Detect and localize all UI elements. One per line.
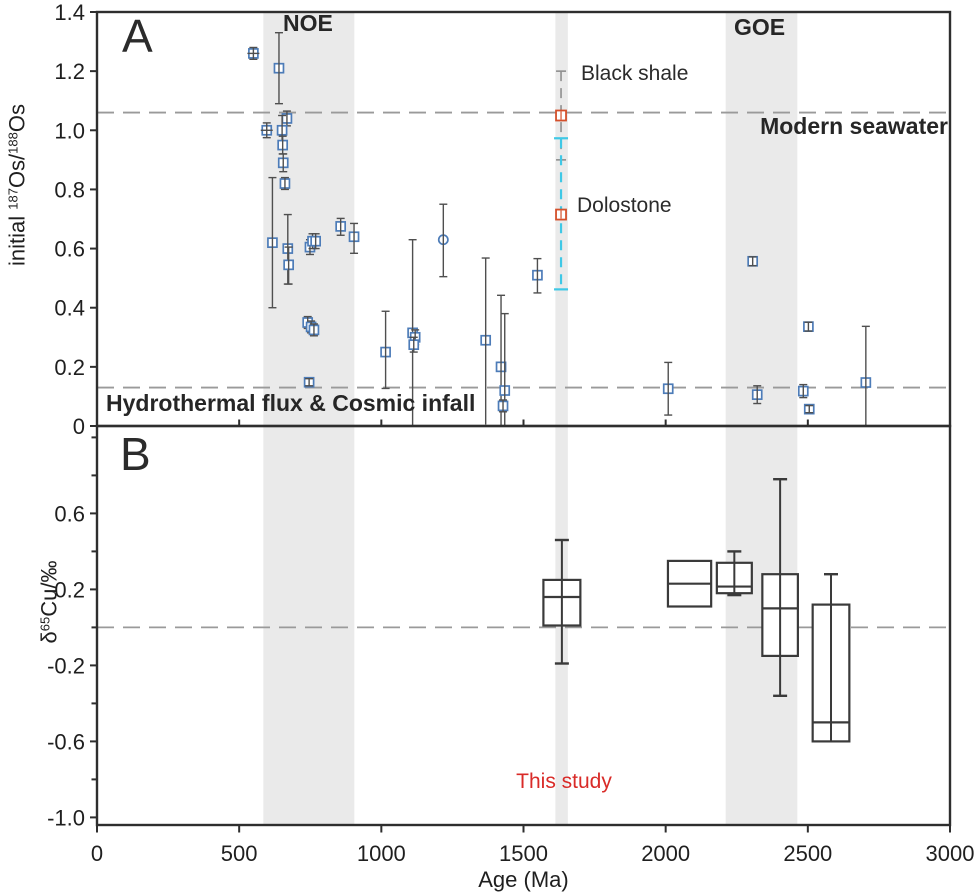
- event-bands: [263, 12, 798, 825]
- goe-band-label: GOE: [734, 14, 786, 40]
- black-shale-label: Black shale: [581, 62, 689, 85]
- svg-text:2000: 2000: [641, 841, 690, 866]
- panel-a-data-points: [247, 32, 872, 426]
- hydrothermal-cosmic-label: Hydrothermal flux & Cosmic infall: [106, 390, 476, 416]
- svg-text:1000: 1000: [357, 841, 406, 866]
- panel-a-y-axis-title: initial 187Os/188Os: [4, 103, 30, 267]
- dolostone-label: Dolostone: [577, 194, 672, 217]
- svg-text:-0.6: -0.6: [47, 729, 85, 754]
- svg-text:0.6: 0.6: [54, 501, 85, 526]
- panel-b-label: B: [120, 428, 151, 480]
- svg-text:0.4: 0.4: [54, 296, 85, 321]
- this-study-points: [554, 70, 569, 291]
- svg-text:0.2: 0.2: [54, 355, 85, 380]
- noe-band-label: NOE: [283, 10, 333, 36]
- x-axis-title: Age (Ma): [478, 867, 568, 892]
- svg-text:1.2: 1.2: [54, 59, 85, 84]
- svg-text:-0.2: -0.2: [47, 653, 85, 678]
- svg-text:1.4: 1.4: [54, 0, 85, 25]
- svg-text:1.0: 1.0: [54, 118, 85, 143]
- svg-text:0.2: 0.2: [54, 577, 85, 602]
- svg-text:3000: 3000: [926, 841, 975, 866]
- reference-lines: [97, 111, 950, 629]
- svg-text:0: 0: [91, 841, 103, 866]
- svg-text:1500: 1500: [499, 841, 548, 866]
- svg-text:0: 0: [73, 414, 85, 439]
- panel-b-y-axis-title: δ65Cu/‰: [36, 560, 62, 644]
- svg-text:500: 500: [221, 841, 258, 866]
- this-study-label: This study: [516, 770, 612, 793]
- svg-text:0.8: 0.8: [54, 177, 85, 202]
- svg-text:2500: 2500: [783, 841, 832, 866]
- panel-a-label: A: [122, 10, 153, 62]
- svg-text:0.6: 0.6: [54, 237, 85, 262]
- svg-text:-1.0: -1.0: [47, 805, 85, 830]
- panel-b-box-plots: [542, 478, 851, 743]
- axis-ticks-and-labels: 1.4 1.2 1.0 0.8 0.6 0.4 0.2 0 0.6 0.2 -0.2 -0.6 -1.0…: [47, 0, 974, 892]
- modern-seawater-label: Modern seawater: [760, 113, 948, 139]
